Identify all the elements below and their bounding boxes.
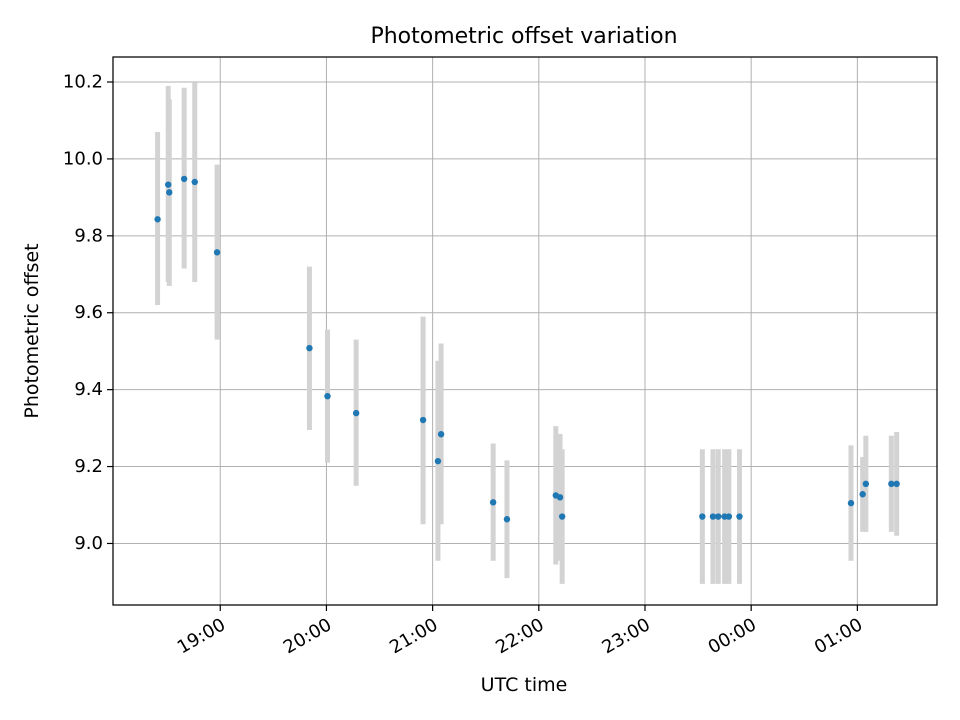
data-point	[180, 175, 188, 183]
data-point	[489, 499, 497, 506]
data-point	[558, 513, 566, 520]
grid-layer	[113, 57, 937, 605]
point-layer	[154, 175, 900, 523]
data-point	[888, 480, 895, 488]
data-point	[503, 516, 511, 523]
data-point	[699, 513, 706, 520]
data-point	[154, 216, 161, 223]
data-point	[165, 181, 172, 188]
plot-frame	[112, 56, 938, 606]
y-axis-label: Photometric offset	[21, 243, 43, 418]
data-point	[191, 178, 198, 186]
data-point	[862, 480, 870, 488]
data-point	[306, 344, 313, 352]
data-point	[725, 513, 733, 520]
data-point	[709, 513, 717, 520]
x-axis-label: UTC time	[481, 674, 568, 696]
y-tick-label: 9.6	[74, 302, 103, 323]
y-tick-label: 9.0	[74, 533, 103, 554]
y-tick-label: 9.2	[74, 456, 103, 477]
data-point	[736, 513, 743, 520]
chart-title: Photometric offset variation	[370, 24, 677, 49]
y-tick-label: 10.0	[63, 148, 103, 169]
data-point	[847, 499, 855, 507]
data-point	[859, 491, 866, 498]
data-point	[715, 513, 722, 520]
y-tick-label: 9.8	[74, 225, 103, 246]
y-tick-label: 10.2	[63, 71, 103, 92]
data-point	[324, 392, 331, 400]
data-point	[893, 480, 900, 488]
y-tick-label: 9.4	[74, 379, 103, 400]
data-point	[419, 416, 427, 424]
data-point	[166, 189, 173, 196]
data-point	[352, 409, 360, 417]
data-point	[437, 431, 445, 438]
data-point	[213, 249, 221, 256]
data-point	[434, 457, 442, 465]
data-point	[556, 494, 564, 501]
